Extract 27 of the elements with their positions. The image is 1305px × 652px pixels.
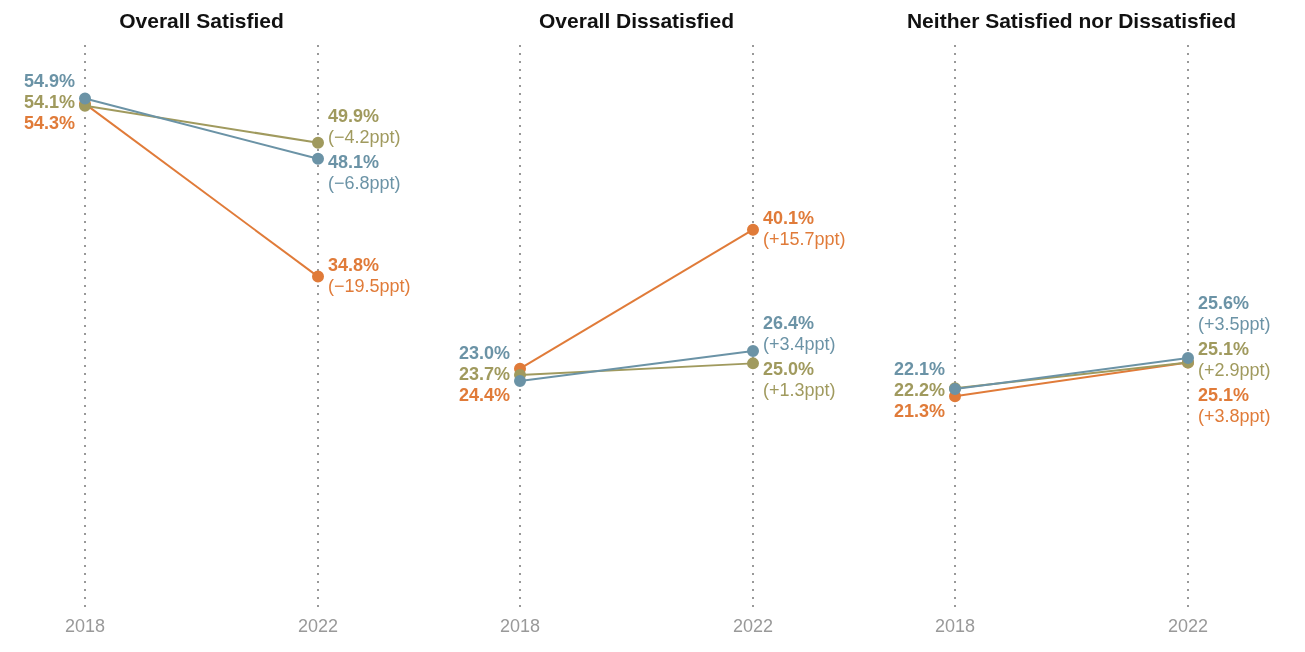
- data-label: 48.1% (−6.8ppt): [328, 152, 401, 194]
- data-label: 54.1%: [23, 91, 75, 112]
- x-tick-label: 2022: [297, 616, 339, 637]
- data-label: 26.4% (+3.4ppt): [763, 312, 836, 354]
- data-label: 21.3%: [893, 401, 945, 422]
- data-label: 23.0%: [458, 342, 510, 363]
- x-tick-label: 2018: [64, 616, 106, 637]
- chart-title: Overall Satisfied: [119, 8, 284, 32]
- data-label: 34.8% (−19.5ppt): [328, 255, 411, 297]
- data-label: 24.4%: [458, 384, 510, 405]
- x-tick-label: 2018: [499, 616, 541, 637]
- data-label: 54.3%: [23, 112, 75, 133]
- chart-title: Overall Dissatisfied: [539, 8, 734, 32]
- data-label: 23.7%: [458, 363, 510, 384]
- data-label: 25.1% (+2.9ppt): [1198, 339, 1271, 381]
- x-tick-label: 2022: [1167, 616, 1209, 637]
- data-label: 40.1% (+15.7ppt): [763, 208, 846, 250]
- chart-title: Neither Satisfied nor Dissatisfied: [906, 8, 1237, 32]
- data-label: 22.1%: [893, 359, 945, 380]
- x-tick-label: 2018: [934, 616, 976, 637]
- data-label: 25.0% (+1.3ppt): [763, 358, 836, 400]
- x-tick-label: 2022: [732, 616, 774, 637]
- data-label: 25.1% (+3.8ppt): [1198, 385, 1271, 427]
- data-label: 22.2%: [893, 380, 945, 401]
- data-label: 54.9%: [23, 70, 75, 91]
- data-label: 25.6% (+3.5ppt): [1198, 293, 1271, 335]
- data-label: 49.9% (−4.2ppt): [328, 106, 401, 148]
